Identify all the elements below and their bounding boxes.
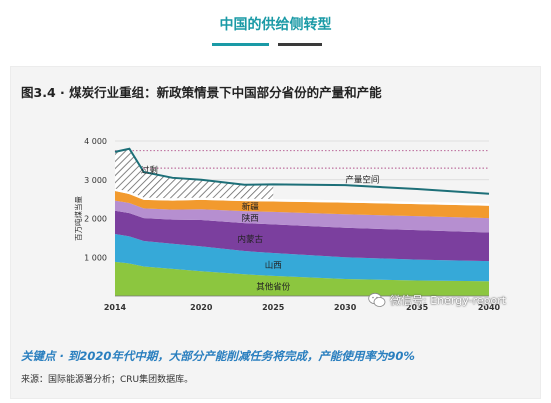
figure-title: 图3.4 · 煤炭行业重组：新政策情景下中国部分省份的产量和产能 [21,85,382,100]
x-tick-label: 2035 [406,303,429,312]
watermark-text: 微信号: Energy-report [390,294,507,307]
y-tick-label: 4 000 [84,137,107,146]
area-series-1 [115,234,489,282]
capacity-gap [115,188,489,206]
header-title: 中国的供给侧转型 [219,17,332,33]
y-tick-label: 1 000 [84,253,107,262]
capacity-label: 产量空间 [345,174,379,185]
x-tick-label: 2025 [262,303,285,312]
series-label-2: 内蒙古 [237,234,263,245]
key-point: 关键点 · 到2020年代中期，大部分产能削减任务将完成，产能使用率为90% [21,349,415,363]
header-accent-bar [212,43,269,46]
series-label-4: 新疆 [242,202,260,213]
header-accent-bar-dark [278,43,322,46]
x-tick-label: 2014 [104,303,127,312]
capacity-line [114,147,490,195]
series-label-0: 其他省份 [256,281,291,292]
area-series-3 [115,200,489,233]
x-tick-label: 2040 [478,303,501,312]
wechat-icon [368,292,386,307]
page-header: 中国的供给侧转型 [0,0,551,64]
area-series-0 [115,261,489,296]
overcapacity-label: 过剩 [141,165,158,176]
y-tick-label: 2 000 [84,215,107,224]
source-note: 来源：国际能源署分析；CRU集团数据库。 [21,375,194,385]
overcapacity-area [115,148,274,200]
series-label-3: 陕西 [242,213,259,224]
y-axis-label: 百万吨煤当量 [73,196,83,241]
y-tick-label: 3 000 [84,176,107,185]
figure-card: 图3.4 · 煤炭行业重组：新政策情景下中国部分省份的产量和产能 其他省份 山西 内… [10,66,541,399]
area-series-4 [115,190,489,219]
x-tick-label: 2020 [190,303,213,312]
x-tick-label: 2030 [334,303,357,312]
series-label-1: 山西 [265,260,282,271]
watermark: 微信号: Energy-report [368,291,506,309]
area-series-2 [115,210,489,262]
